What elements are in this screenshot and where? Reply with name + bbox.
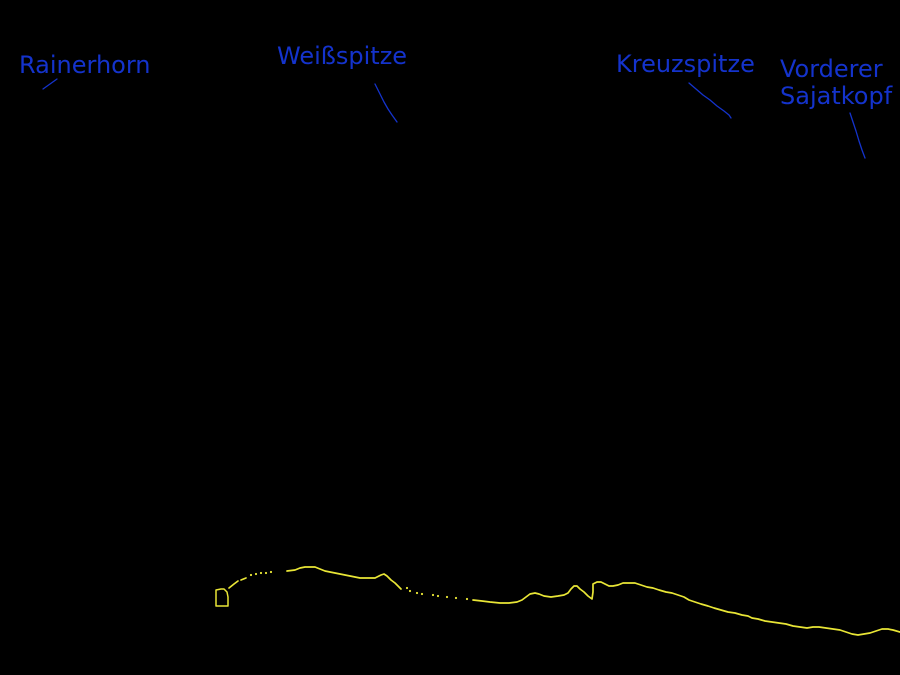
route-dot	[254, 572, 258, 576]
route-dot	[415, 591, 419, 595]
peak-label-text: Rainerhorn	[19, 51, 151, 79]
peak-label-weissspitze: Weißspitze	[277, 43, 407, 70]
route-dot	[465, 597, 469, 601]
route-dot	[454, 596, 458, 600]
route-dot	[420, 592, 424, 596]
peak-label-kreuzspitze: Kreuzspitze	[616, 51, 755, 78]
route-dot	[249, 573, 253, 577]
leader-line-kreuzspitze	[688, 82, 732, 119]
leader-line-rainerhorn	[42, 78, 58, 90]
route-dot	[436, 594, 440, 598]
route-dot	[408, 589, 412, 593]
route-segment-1	[240, 577, 247, 581]
route-building-outline	[215, 588, 229, 607]
peak-label-text: Weißspitze	[277, 42, 408, 70]
peak-label-rainerhorn: Rainerhorn	[19, 52, 151, 79]
leader-line-vorderer-sajatkopf	[849, 112, 866, 159]
route-dot	[259, 571, 263, 575]
route-dot	[445, 595, 449, 599]
route-segment-0	[228, 580, 239, 589]
leader-line-weissspitze	[374, 83, 398, 123]
route-dot	[405, 586, 409, 590]
route-dot	[264, 571, 268, 575]
peak-label-text: Kreuzspitze	[616, 50, 755, 78]
peak-label-text: Sajatkopf	[780, 82, 893, 110]
route-dot	[269, 570, 273, 574]
peak-label-text: Vorderer	[780, 55, 883, 83]
route-segment-3	[286, 566, 402, 590]
route-dot	[431, 593, 435, 597]
route-segment-5	[472, 581, 900, 636]
peak-label-vorderer-sajatkopf: Vorderer Sajatkopf	[780, 56, 892, 110]
